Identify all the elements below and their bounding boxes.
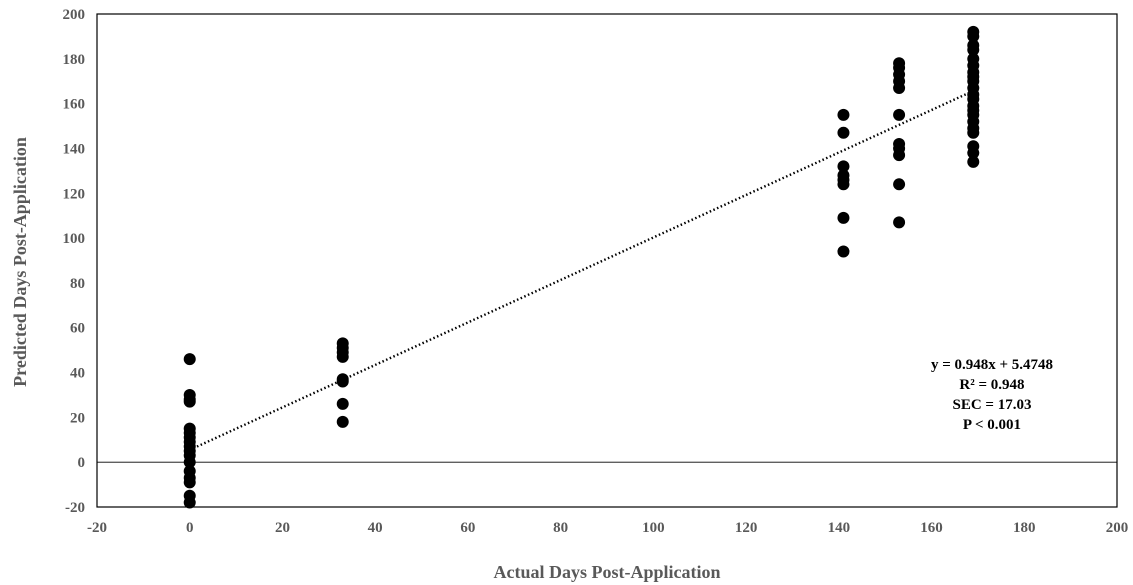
- data-point: [967, 126, 980, 139]
- x-tick-label: 80: [553, 520, 568, 536]
- data-point: [837, 245, 850, 258]
- x-tick-label: -20: [87, 520, 107, 536]
- data-point: [967, 30, 980, 43]
- data-point: [183, 496, 196, 509]
- x-tick-label: 60: [460, 520, 475, 536]
- x-tick-label: 120: [735, 520, 758, 536]
- y-tick-label: 160: [63, 97, 86, 113]
- data-point: [336, 375, 349, 388]
- annotation-sec: SEC = 17.03: [953, 397, 1032, 413]
- data-point: [837, 211, 850, 224]
- x-tick-label: 180: [1013, 520, 1036, 536]
- data-point: [336, 415, 349, 428]
- y-tick-label: 0: [78, 455, 86, 471]
- y-tick-label: 100: [63, 231, 86, 247]
- x-tick-label: 100: [642, 520, 665, 536]
- x-tick-label: 140: [828, 520, 851, 536]
- data-point: [893, 149, 906, 162]
- data-point: [183, 476, 196, 489]
- data-point: [336, 397, 349, 410]
- y-tick-label: 180: [63, 52, 86, 68]
- y-tick-label: -20: [65, 500, 85, 516]
- y-tick-label: 20: [70, 410, 85, 426]
- annotation-r-squared: R² = 0.948: [959, 377, 1024, 393]
- x-tick-label: 160: [920, 520, 943, 536]
- data-point: [967, 146, 980, 159]
- data-point: [837, 160, 850, 173]
- y-tick-label: 200: [63, 7, 86, 23]
- data-point: [183, 456, 196, 469]
- x-axis-tick-labels: -20 0 20 40 60 80 100 120 140 160 180 200: [87, 520, 1128, 536]
- data-point: [183, 395, 196, 408]
- data-point: [893, 81, 906, 94]
- x-tick-label: 40: [368, 520, 383, 536]
- data-points: [183, 25, 980, 509]
- y-tick-label: 60: [70, 321, 85, 337]
- annotation-equation: y = 0.948x + 5.4748: [931, 357, 1053, 373]
- x-tick-label: 200: [1106, 520, 1129, 536]
- data-point: [183, 353, 196, 366]
- data-point: [837, 126, 850, 139]
- data-point: [893, 108, 906, 121]
- y-tick-label: 140: [63, 141, 86, 157]
- x-tick-label: 20: [275, 520, 290, 536]
- data-point: [336, 350, 349, 363]
- data-point: [893, 178, 906, 191]
- data-point: [893, 216, 906, 229]
- x-tick-label: 0: [186, 520, 194, 536]
- data-point: [837, 178, 850, 191]
- plot-area-frame: [96, 13, 1118, 508]
- data-point: [967, 43, 980, 56]
- annotation-p-value: P < 0.001: [963, 417, 1021, 433]
- y-tick-label: 120: [63, 186, 86, 202]
- x-axis-title: Actual Days Post-Application: [493, 562, 720, 582]
- regression-annotations: y = 0.948x + 5.4748 R² = 0.948 SEC = 17.…: [931, 357, 1053, 433]
- y-axis-tick-labels: -20 0 20 40 60 80 100 120 140 160 180 200: [63, 7, 86, 516]
- data-point: [967, 155, 980, 168]
- trendline: [189, 89, 974, 452]
- data-point: [837, 108, 850, 121]
- y-tick-label: 40: [70, 366, 85, 382]
- y-axis-title: Predicted Days Post-Application: [10, 137, 30, 387]
- y-tick-label: 80: [70, 276, 85, 292]
